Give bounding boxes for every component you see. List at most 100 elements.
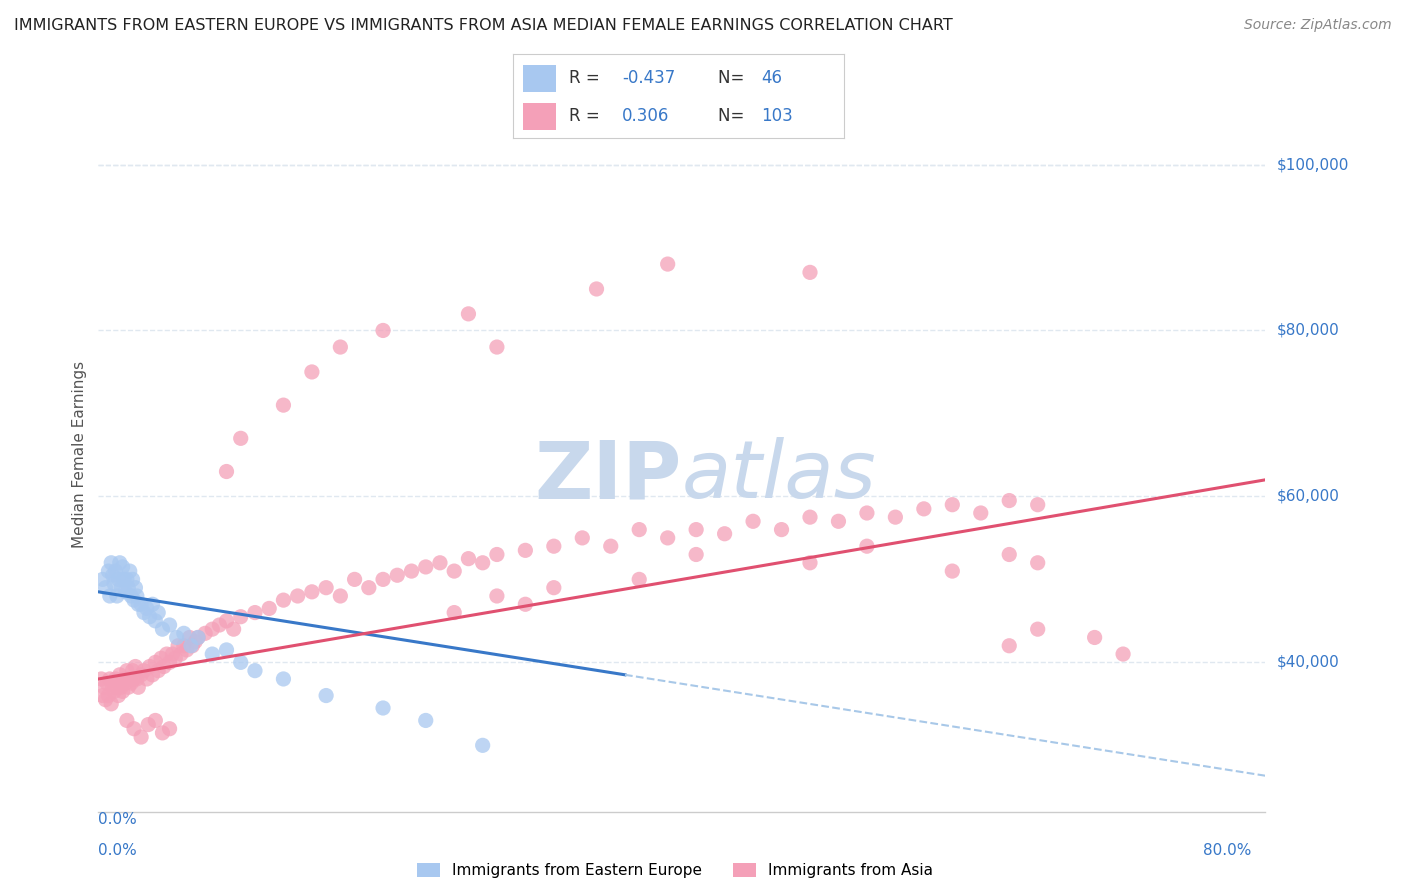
Point	[208, 618, 231, 632]
Point	[129, 730, 152, 744]
Point	[118, 564, 141, 578]
Point	[104, 564, 127, 578]
Point	[121, 573, 143, 587]
Point	[173, 639, 195, 653]
Point	[415, 560, 437, 574]
Text: 46: 46	[761, 69, 782, 87]
Point	[159, 722, 181, 736]
Point	[105, 589, 128, 603]
Point	[107, 689, 129, 703]
Point	[121, 664, 143, 678]
Point	[115, 573, 138, 587]
Point	[118, 672, 141, 686]
Point	[742, 514, 765, 528]
Point	[371, 323, 394, 337]
Point	[257, 601, 280, 615]
Point	[107, 573, 129, 587]
Point	[120, 676, 142, 690]
Point	[148, 606, 170, 620]
Text: atlas: atlas	[682, 437, 877, 516]
Point	[108, 668, 131, 682]
Text: R =: R =	[569, 69, 606, 87]
Point	[97, 689, 120, 703]
Point	[194, 626, 217, 640]
Point	[371, 701, 394, 715]
Point	[243, 664, 266, 678]
Point	[103, 684, 125, 698]
Point	[167, 639, 190, 653]
Point	[135, 601, 157, 615]
Point	[884, 510, 907, 524]
Point	[229, 431, 252, 445]
Text: 0.0%: 0.0%	[98, 812, 138, 827]
Point	[657, 257, 679, 271]
Point	[129, 597, 152, 611]
Point	[138, 609, 160, 624]
Point	[136, 717, 159, 731]
Point	[301, 584, 323, 599]
Point	[685, 548, 707, 562]
Text: 0.0%: 0.0%	[98, 843, 138, 858]
Point	[153, 659, 176, 673]
Point	[159, 618, 181, 632]
Point	[315, 581, 337, 595]
Point	[941, 564, 963, 578]
Y-axis label: Median Female Earnings: Median Female Earnings	[72, 361, 87, 549]
Point	[628, 573, 651, 587]
Point	[301, 365, 323, 379]
Point	[110, 680, 132, 694]
Point	[162, 647, 184, 661]
Point	[998, 639, 1021, 653]
Point	[187, 631, 209, 645]
Point	[143, 656, 166, 670]
Point	[94, 692, 117, 706]
Point	[415, 714, 437, 728]
Text: $100,000: $100,000	[1277, 157, 1348, 172]
Point	[184, 634, 207, 648]
Point	[273, 398, 295, 412]
Text: $80,000: $80,000	[1277, 323, 1340, 338]
Point	[156, 647, 179, 661]
Point	[429, 556, 451, 570]
Point	[941, 498, 963, 512]
Point	[135, 672, 157, 686]
Point	[799, 265, 821, 279]
Point	[100, 556, 122, 570]
Point	[93, 680, 115, 694]
Text: 103: 103	[761, 107, 793, 125]
Point	[143, 714, 166, 728]
Point	[117, 680, 139, 694]
Point	[229, 656, 252, 670]
Point	[127, 680, 149, 694]
Point	[215, 643, 238, 657]
Point	[799, 556, 821, 570]
Point	[485, 548, 508, 562]
Text: 0.306: 0.306	[623, 107, 669, 125]
Point	[343, 573, 366, 587]
Point	[1026, 622, 1049, 636]
Point	[443, 564, 465, 578]
Point	[125, 589, 148, 603]
Point	[471, 556, 494, 570]
Point	[222, 622, 245, 636]
Point	[159, 656, 181, 670]
Text: ZIP: ZIP	[534, 437, 682, 516]
Point	[165, 651, 187, 665]
Point	[143, 614, 166, 628]
Point	[357, 581, 380, 595]
FancyBboxPatch shape	[523, 64, 557, 92]
Text: -0.437: -0.437	[623, 69, 675, 87]
Point	[599, 539, 621, 553]
Point	[457, 551, 479, 566]
Point	[1026, 498, 1049, 512]
Point	[485, 589, 508, 603]
Point	[132, 606, 155, 620]
Text: Source: ZipAtlas.com: Source: ZipAtlas.com	[1244, 18, 1392, 32]
Point	[998, 548, 1021, 562]
Point	[111, 684, 134, 698]
Point	[329, 589, 352, 603]
Point	[273, 593, 295, 607]
Point	[457, 307, 479, 321]
Point	[181, 639, 204, 653]
Text: R =: R =	[569, 107, 606, 125]
